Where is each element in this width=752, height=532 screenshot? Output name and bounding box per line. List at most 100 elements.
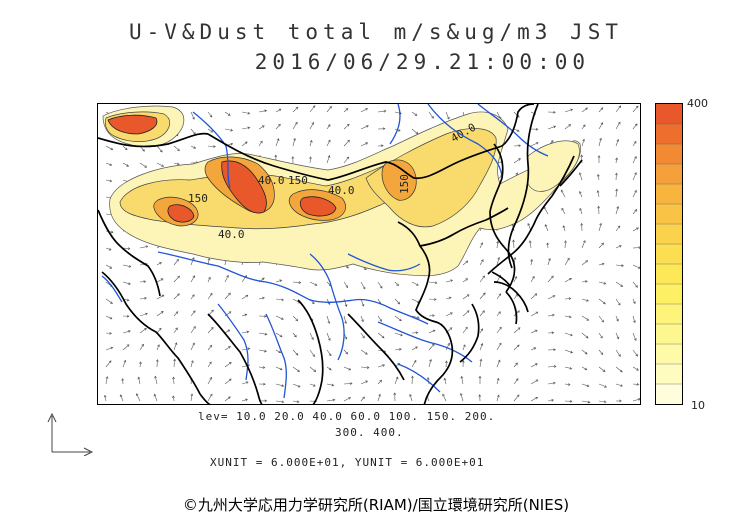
wind-arrow bbox=[632, 123, 638, 130]
wind-arrowhead bbox=[533, 347, 537, 350]
wind-arrowhead bbox=[586, 318, 590, 321]
wind-arrow bbox=[496, 342, 502, 351]
wind-arrow bbox=[462, 294, 470, 300]
wind-arrowhead bbox=[534, 329, 538, 333]
wind-arrow bbox=[173, 259, 179, 266]
wind-arrowhead bbox=[159, 262, 162, 265]
wind-arrowhead bbox=[638, 246, 640, 250]
credit-line: ©九州大学応用力学研究所(RIAM)/国立環境研究所(NIES) bbox=[182, 496, 570, 514]
coast-and-border-lines bbox=[98, 104, 583, 404]
wind-arrowhead bbox=[635, 105, 639, 109]
wind-arrowhead bbox=[329, 105, 332, 109]
wind-arrowhead bbox=[228, 311, 232, 314]
wind-arrowhead bbox=[517, 310, 520, 313]
wind-arrowhead bbox=[144, 165, 148, 168]
wind-arrow bbox=[207, 145, 216, 147]
wind-arrowhead bbox=[279, 334, 283, 338]
wind-arrow bbox=[275, 108, 282, 113]
wind-arrow bbox=[326, 332, 331, 341]
wind-arrow bbox=[156, 145, 163, 153]
wind-arrowhead bbox=[397, 128, 401, 132]
wind-arrowhead bbox=[564, 240, 567, 243]
wind-arrowhead bbox=[121, 378, 125, 381]
wind-arrowhead bbox=[479, 358, 483, 362]
wind-arrowhead bbox=[426, 377, 430, 380]
wind-arrowhead bbox=[348, 367, 352, 371]
wind-arrowhead bbox=[562, 225, 566, 228]
wind-arrow bbox=[615, 225, 621, 232]
wind-arrow bbox=[597, 174, 600, 181]
wind-arrow bbox=[564, 109, 573, 113]
wind-arrow bbox=[579, 208, 583, 215]
wind-arrowhead bbox=[190, 393, 194, 397]
wind-arrow bbox=[513, 378, 519, 385]
wind-arrow bbox=[496, 327, 502, 334]
wind-arrow bbox=[632, 349, 638, 357]
wind-arrow bbox=[479, 310, 485, 317]
wind-arrowhead bbox=[516, 129, 520, 132]
wind-arrowhead bbox=[584, 367, 588, 371]
reference-vector-icon bbox=[47, 412, 94, 456]
wind-arrowhead bbox=[552, 295, 556, 298]
colorbar-swatch bbox=[656, 344, 682, 365]
wind-arrowhead bbox=[633, 320, 636, 324]
wind-arrow bbox=[326, 139, 331, 147]
contour-levels-line1: lev= 10.0 20.0 40.0 60.0 100. 150. 200. bbox=[198, 410, 496, 423]
wind-arrow bbox=[442, 394, 447, 402]
wind-arrowhead bbox=[568, 124, 572, 127]
wind-arrowhead bbox=[514, 275, 517, 279]
wind-arrow bbox=[411, 298, 420, 303]
wind-arrow bbox=[343, 349, 348, 355]
wind-arrowhead bbox=[190, 360, 194, 363]
wind-arrowhead bbox=[567, 383, 571, 386]
wind-arrowhead bbox=[332, 398, 336, 402]
wind-arrow bbox=[561, 208, 566, 215]
wind-arrow bbox=[343, 315, 347, 324]
wind-arrow bbox=[360, 142, 368, 147]
wind-arrow bbox=[615, 332, 619, 340]
wind-arrow bbox=[343, 108, 349, 113]
wind-arrowhead bbox=[295, 318, 299, 322]
wind-arrowhead bbox=[597, 205, 601, 209]
wind-arrowhead bbox=[619, 399, 622, 403]
wind-arrow bbox=[190, 128, 196, 135]
wind-arrowhead bbox=[261, 277, 265, 281]
colorbar-swatch bbox=[656, 244, 682, 265]
wind-arrowhead bbox=[544, 224, 548, 227]
wind-arrowhead bbox=[442, 393, 445, 397]
wind-arrow bbox=[564, 240, 566, 249]
wind-arrow bbox=[292, 332, 297, 338]
wind-arrowhead bbox=[616, 336, 620, 340]
wind-arrowhead bbox=[621, 264, 624, 267]
wind-arrow bbox=[190, 145, 196, 149]
wind-arrowhead bbox=[447, 116, 450, 120]
contour-label-40-west: 40.0 bbox=[218, 228, 245, 241]
wind-arrow bbox=[394, 332, 403, 336]
wind-arrow bbox=[241, 348, 250, 351]
wind-arrow bbox=[632, 141, 637, 147]
wind-arrowhead bbox=[535, 397, 539, 400]
wind-arrow bbox=[547, 242, 549, 249]
wind-arrow bbox=[190, 257, 195, 266]
wind-arrowhead bbox=[434, 281, 438, 285]
wind-arrow bbox=[326, 155, 330, 164]
wind-arrowhead bbox=[345, 285, 349, 288]
wind-arrowhead bbox=[604, 385, 607, 388]
wind-arrow bbox=[377, 332, 385, 339]
wind-arrow bbox=[445, 343, 450, 351]
wind-arrowhead bbox=[158, 327, 162, 331]
wind-arrow bbox=[632, 247, 640, 249]
wind-arrowhead bbox=[247, 111, 251, 115]
wind-arrow bbox=[496, 257, 500, 266]
wind-arrow bbox=[360, 108, 368, 113]
wind-arrowhead bbox=[585, 107, 588, 111]
wind-arrowhead bbox=[137, 376, 141, 380]
wind-arrowhead bbox=[192, 294, 195, 297]
wind-arrowhead bbox=[431, 116, 434, 119]
wind-arrow bbox=[479, 292, 486, 300]
wind-arrow bbox=[207, 293, 213, 300]
wind-arrowhead bbox=[443, 377, 447, 381]
wind-arrowhead bbox=[209, 344, 213, 348]
wind-arrowhead bbox=[414, 113, 418, 116]
wind-arrowhead bbox=[103, 394, 107, 398]
